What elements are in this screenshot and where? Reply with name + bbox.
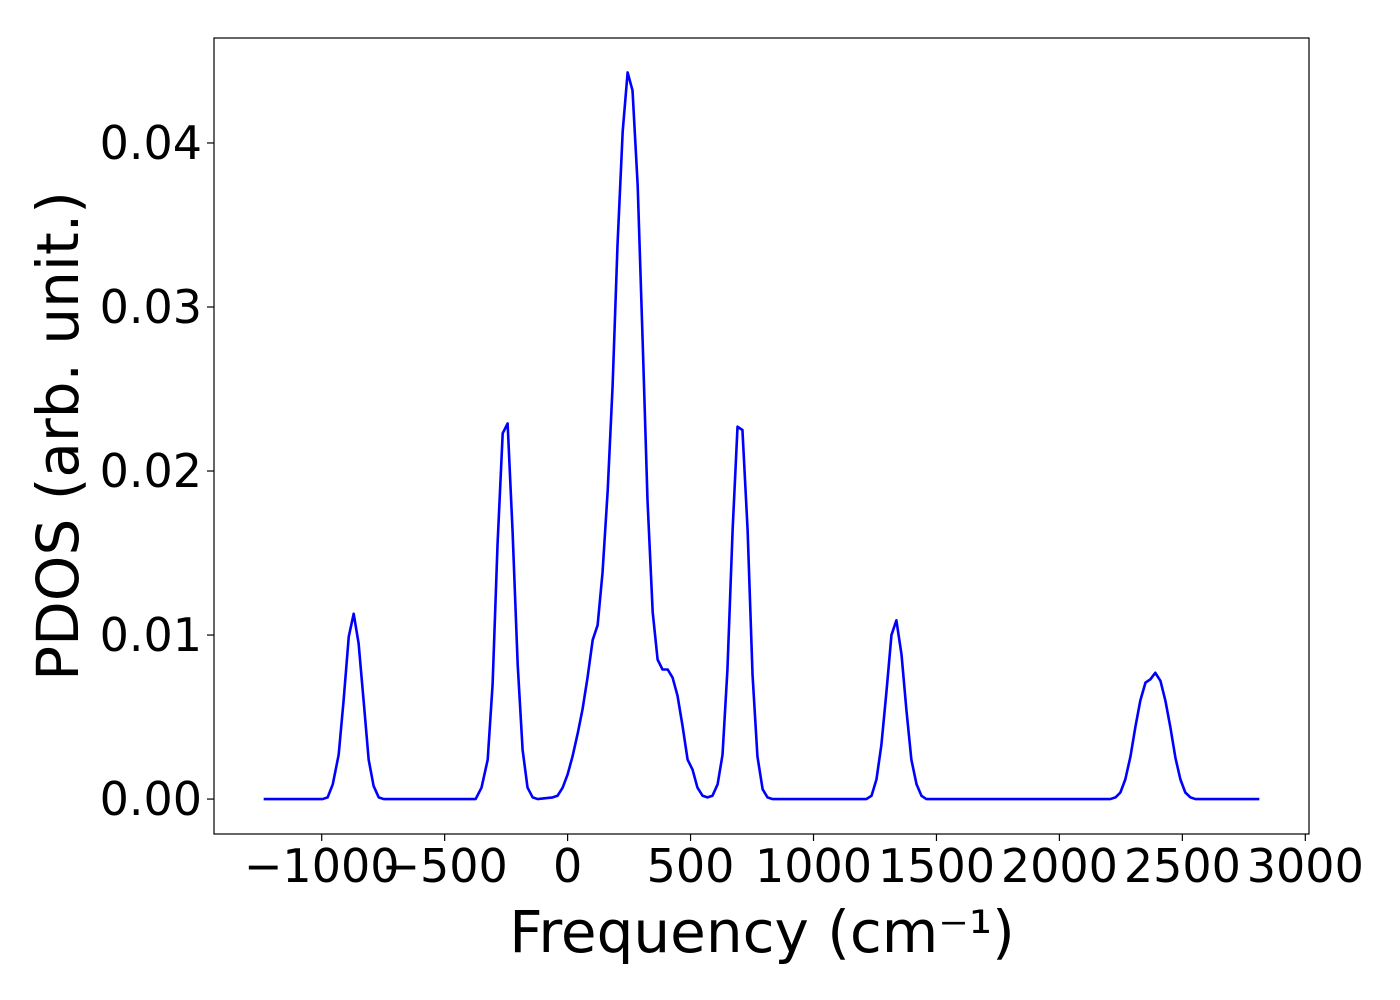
x-tick-label: −500 [381,839,507,893]
y-tick-label: 0.00 [100,772,202,826]
y-axis-label: PDOS (arb. unit.) [24,191,92,681]
x-tick-label: 500 [647,839,735,893]
x-tick-label: 3000 [1247,839,1364,893]
pdos-line [263,71,1260,801]
x-tick-label: 2500 [1124,839,1241,893]
x-tick-label: 1500 [878,839,995,893]
plot-frame [213,37,1310,835]
x-tick-label: 0 [553,839,582,893]
y-tick-label: 0.03 [100,280,202,334]
x-tick-label: 2000 [1001,839,1118,893]
y-tick-label: 0.04 [100,116,202,170]
x-tick-label: −1000 [244,839,400,893]
y-tick-label: 0.01 [100,608,202,662]
x-axis-label: Frequency (cm⁻¹) [509,898,1015,966]
x-tick-label: 1000 [755,839,872,893]
y-tick-label: 0.02 [100,444,202,498]
